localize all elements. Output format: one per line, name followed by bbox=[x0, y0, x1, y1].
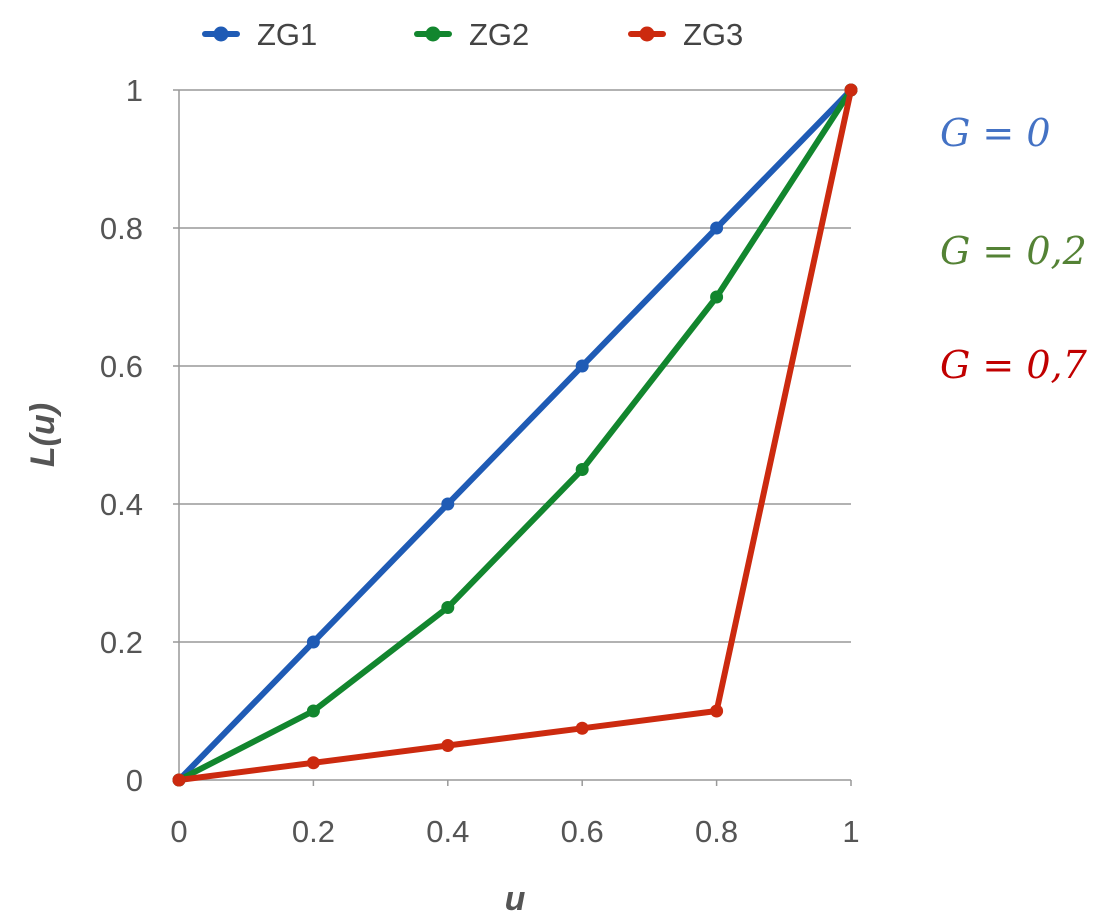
legend-item-zg1: ZG1 bbox=[202, 17, 317, 52]
point-zg3-2 bbox=[441, 739, 455, 752]
series-line-zg1 bbox=[176, 87, 854, 783]
point-zg2-2 bbox=[441, 601, 455, 614]
y-tick-label-1: 0.2 bbox=[100, 625, 143, 660]
gini-annotations: G = 0 G = 0,2 G = 0,7 bbox=[940, 111, 1088, 387]
point-zg3-1 bbox=[306, 756, 320, 770]
point-zg2-3 bbox=[575, 463, 589, 476]
legend-swatch-dot-1 bbox=[425, 26, 441, 42]
x-tick-label-4: 0.8 bbox=[695, 814, 738, 849]
legend-label-1: ZG2 bbox=[469, 17, 529, 52]
series-line-zg2 bbox=[176, 87, 854, 783]
gini-annotation-2: G = 0,7 bbox=[940, 343, 1088, 387]
x-axis-title: u bbox=[505, 880, 526, 918]
gini-annotation-1: G = 0,2 bbox=[940, 229, 1087, 273]
legend-item-zg3: ZG3 bbox=[628, 17, 743, 52]
legend: ZG1 ZG2 ZG3 bbox=[202, 17, 743, 52]
x-tick-label-2: 0.4 bbox=[426, 814, 469, 849]
x-tick-label-1: 0.2 bbox=[292, 814, 335, 849]
x-tick-label-0: 0 bbox=[170, 814, 187, 849]
grid-lines bbox=[179, 89, 851, 643]
point-zg3-4 bbox=[710, 704, 724, 718]
point-zg1-1 bbox=[306, 635, 320, 649]
series-points bbox=[172, 83, 858, 787]
legend-swatch-dot-2 bbox=[639, 26, 655, 42]
gini-annotation-0: G = 0 bbox=[940, 111, 1051, 155]
point-zg2-1 bbox=[306, 704, 320, 718]
point-zg1-3 bbox=[575, 359, 589, 373]
y-tick-label-4: 0.8 bbox=[100, 211, 143, 246]
legend-swatch-dot-0 bbox=[213, 26, 229, 42]
x-tick-label-5: 1 bbox=[842, 814, 859, 849]
series-line-zg3 bbox=[176, 87, 854, 783]
y-tick-label-0: 0 bbox=[126, 763, 143, 798]
y-tick-label-3: 0.6 bbox=[100, 349, 143, 384]
y-tick-label-2: 0.4 bbox=[100, 487, 143, 522]
point-zg3-0 bbox=[172, 773, 186, 787]
point-zg3-3 bbox=[575, 721, 589, 735]
series-lines bbox=[176, 87, 854, 783]
legend-item-zg2: ZG2 bbox=[414, 17, 529, 52]
legend-label-0: ZG1 bbox=[257, 17, 317, 52]
point-zg1-2 bbox=[441, 497, 455, 511]
y-axis-title: L(u) bbox=[24, 403, 62, 467]
x-tick-label-3: 0.6 bbox=[561, 814, 604, 849]
legend-label-2: ZG3 bbox=[683, 17, 743, 52]
point-zg1-4 bbox=[710, 221, 724, 235]
point-zg2-4 bbox=[710, 290, 724, 304]
y-tick-label-5: 1 bbox=[126, 73, 143, 108]
point-zg3-5 bbox=[844, 83, 858, 97]
tick-labels: 0 0.2 0.4 0.6 0.8 1 0 0.2 0.4 0.6 0.8 1 bbox=[100, 73, 860, 849]
